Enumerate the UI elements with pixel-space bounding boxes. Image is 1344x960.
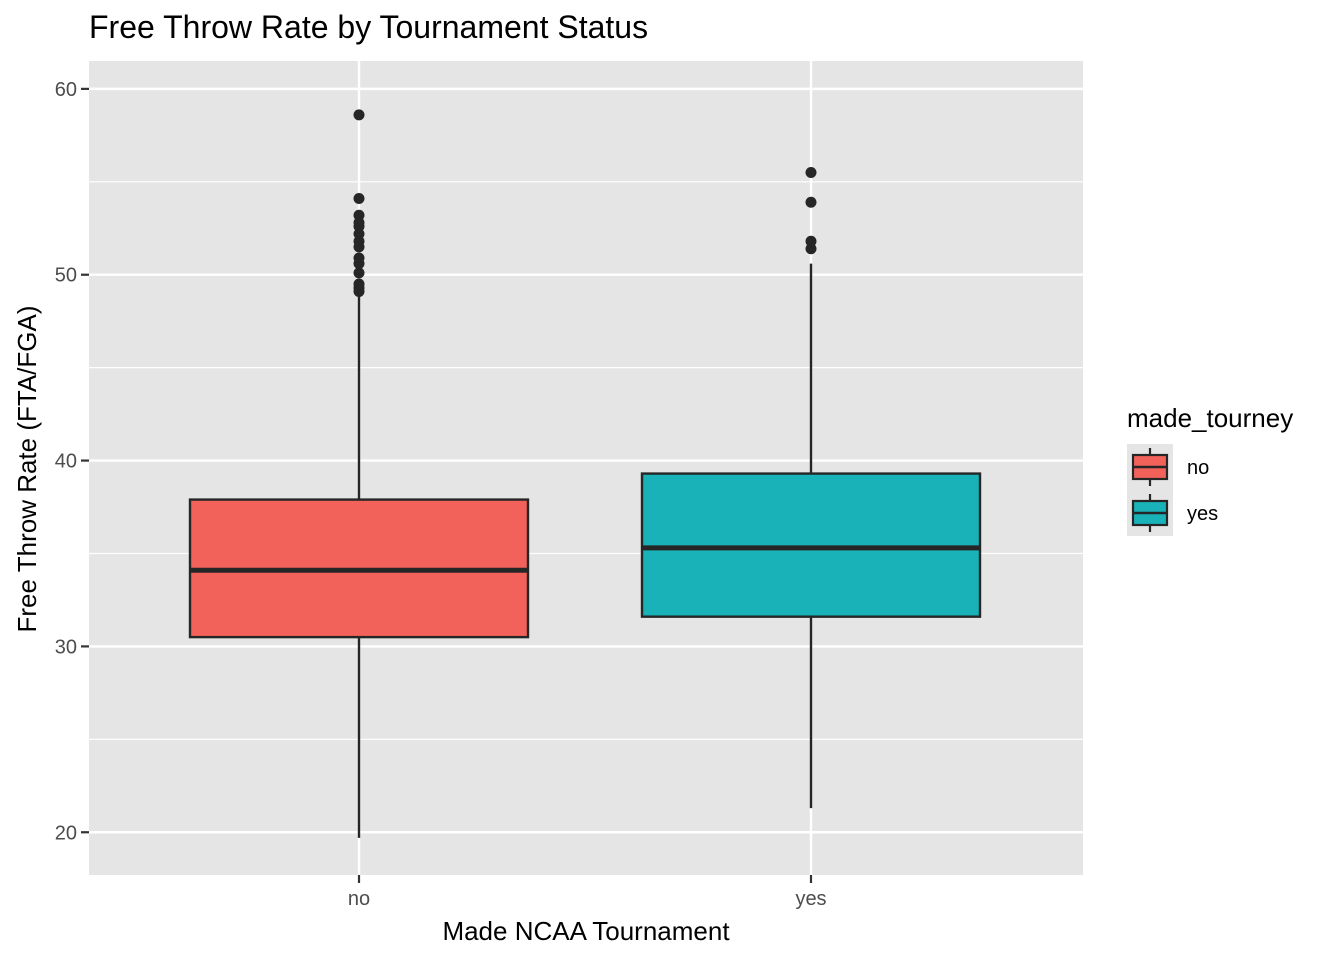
outlier-point bbox=[353, 267, 365, 279]
box-iqr bbox=[640, 472, 982, 618]
legend-key-no: no bbox=[1127, 444, 1209, 490]
outlier-point bbox=[353, 109, 365, 121]
y-axis-title: Free Throw Rate (FTA/FGA) bbox=[12, 306, 42, 633]
box-yes bbox=[640, 167, 982, 809]
y-axis: 20 30 40 50 60 bbox=[55, 79, 89, 844]
x-tick-label: no bbox=[348, 888, 370, 910]
outlier-point bbox=[805, 235, 817, 247]
box-no bbox=[188, 109, 530, 838]
outlier-point bbox=[353, 252, 365, 264]
outlier-point bbox=[805, 167, 817, 179]
legend-label: yes bbox=[1187, 503, 1218, 525]
y-tick-label: 30 bbox=[55, 636, 77, 658]
legend: made_tourney no yes bbox=[1127, 403, 1293, 536]
boxes bbox=[188, 109, 982, 838]
legend-key-yes: yes bbox=[1127, 490, 1218, 536]
outlier-point bbox=[805, 196, 817, 208]
outlier-point bbox=[353, 209, 365, 221]
y-tick-label: 40 bbox=[55, 451, 77, 473]
legend-title: made_tourney bbox=[1127, 403, 1293, 433]
plot-panel bbox=[89, 61, 1083, 875]
outlier-point bbox=[353, 278, 365, 290]
legend-label: no bbox=[1187, 457, 1209, 479]
x-tick-label: yes bbox=[795, 888, 826, 910]
y-tick-label: 50 bbox=[55, 265, 77, 287]
y-tick-label: 60 bbox=[55, 79, 77, 101]
y-tick-label: 20 bbox=[55, 822, 77, 844]
legend-keys: no yes bbox=[1127, 444, 1218, 536]
outlier-point bbox=[353, 193, 365, 205]
x-axis: no yes bbox=[348, 875, 827, 910]
chart-title: Free Throw Rate by Tournament Status bbox=[89, 9, 648, 45]
x-axis-title: Made NCAA Tournament bbox=[442, 916, 730, 946]
